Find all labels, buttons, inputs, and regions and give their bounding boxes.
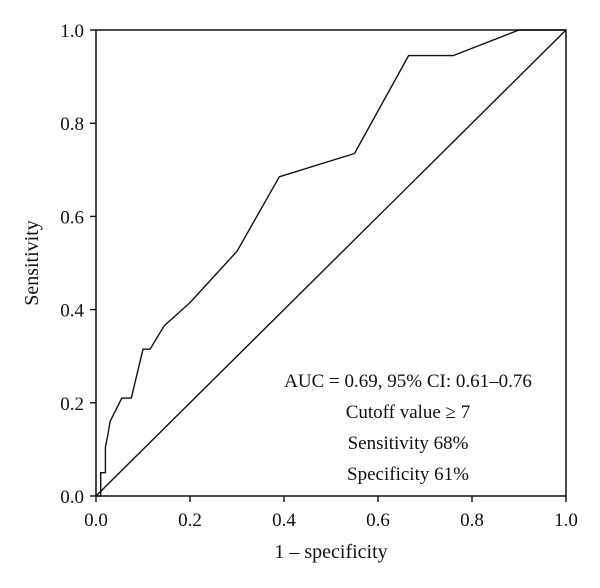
reference-diagonal-line xyxy=(95,29,567,497)
annotation-sensitivity: Sensitivity 68% xyxy=(348,433,469,454)
x-tick-label: 0.2 xyxy=(178,510,202,531)
x-tick-label: 1.0 xyxy=(554,510,578,531)
y-tick-label: 0.2 xyxy=(60,394,84,415)
x-tick-label: 0.8 xyxy=(460,510,484,531)
annotation-auc: AUC = 0.69, 95% CI: 0.61–0.76 xyxy=(284,371,532,392)
annotation-cutoff: Cutoff value ≥ 7 xyxy=(346,402,471,423)
roc-curve-line xyxy=(96,29,566,497)
x-tick-label: 0.6 xyxy=(366,510,390,531)
y-tick-label: 0.6 xyxy=(60,207,84,228)
y-tick-label: 0.8 xyxy=(60,114,84,135)
ticks-layer xyxy=(90,29,567,502)
x-tick-label: 0.4 xyxy=(272,510,296,531)
annotation-specificity: Specificity 61% xyxy=(347,464,469,485)
y-tick-label: 0.4 xyxy=(60,301,84,322)
plot-frame xyxy=(95,29,567,497)
y-tick-label: 1.0 xyxy=(60,21,84,42)
y-tick-label: 0.0 xyxy=(60,487,84,508)
lines-layer xyxy=(95,29,567,497)
y-axis-title: Sensitivity xyxy=(21,220,43,306)
x-tick-label: 0.0 xyxy=(84,510,108,531)
x-axis-title: 1 – specificity xyxy=(274,541,387,563)
tick-labels-layer: 0.0 0.2 0.4 0.6 0.8 1.0 0.0 0.2 0.4 0.6 0.8 1.0 xyxy=(60,21,578,531)
